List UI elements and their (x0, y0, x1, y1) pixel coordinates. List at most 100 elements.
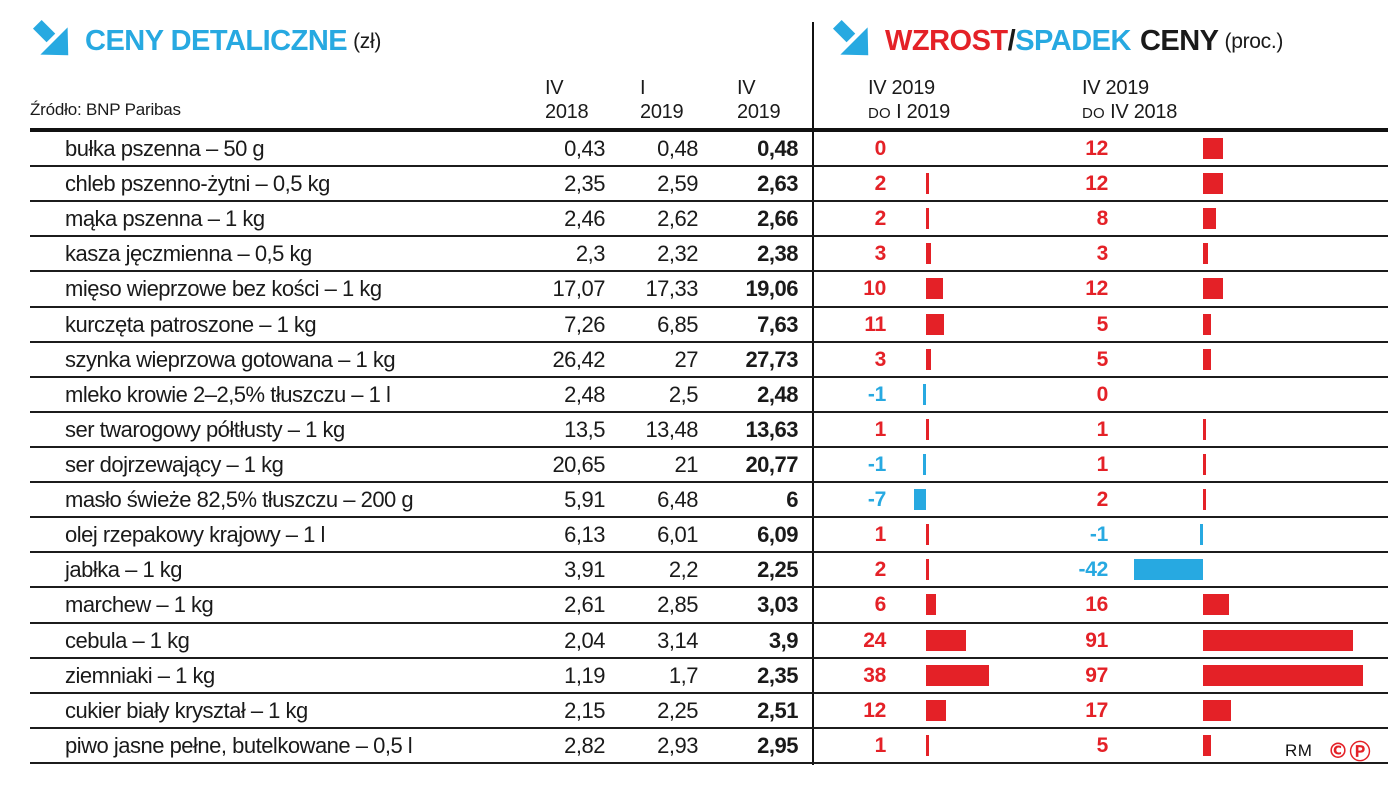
left-title: CENY DETALICZNE (85, 25, 348, 57)
table-row: ser twarogowy półtłusty – 1 kg 13,5 13,48 1… (30, 413, 1388, 448)
price-iv2018: 13,5 (564, 416, 605, 442)
table-row: chleb pszenno-żytni – 0,5 kg 2,35 2,59 2,63… (30, 167, 1388, 203)
change-vs-iv2018: 1 (1096, 417, 1109, 441)
item-label: cebula – 1 kg (65, 627, 190, 653)
table-row: olej rzepakowy krajowy – 1 l 6,13 6,01 6,09… (30, 518, 1388, 554)
price-iv2019: 2,66 (757, 206, 798, 232)
change-vs-i2019: 1 (874, 523, 887, 547)
change-bar-quarter (926, 734, 929, 756)
price-i2019: 2,32 (657, 241, 698, 267)
item-label: ziemniaki – 1 kg (65, 662, 215, 688)
change-bar-quarter (926, 559, 929, 581)
table-row: masło świeże 82,5% tłuszczu – 200 g 5,91 6… (30, 483, 1388, 519)
change-bar-quarter (926, 418, 929, 440)
price-i2019: 2,5 (668, 381, 699, 407)
table-row: cebula – 1 kg 2,04 3,14 3,9 24 91 (30, 624, 1388, 659)
change-vs-iv2018: 12 (1085, 137, 1108, 160)
price-i2019: 2,59 (657, 171, 698, 197)
change-vs-i2019: 3 (874, 347, 887, 371)
price-iv2019: 6 (786, 487, 798, 513)
price-iv2019: 13,63 (745, 416, 798, 442)
table-row: mąka pszenna – 1 kg 2,46 2,62 2,66 2 8 (30, 202, 1388, 238)
table-row: ziemniaki – 1 kg 1,19 1,7 2,35 38 97 (30, 659, 1388, 694)
down-right-arrow-icon (32, 19, 69, 56)
price-iv2019: 2,63 (757, 171, 798, 197)
table-body: bułka pszenna – 50 g 0,43 0,48 0,48 0 12 chleb… (30, 132, 1388, 764)
price-iv2018: 2,3 (575, 241, 606, 267)
price-i2019: 2,2 (668, 557, 699, 583)
price-iv2019: 0,48 (757, 136, 798, 161)
right-title-ceny: CENY (1139, 25, 1219, 57)
change-vs-i2019: 3 (874, 242, 887, 266)
change-vs-iv2018: 3 (1096, 242, 1109, 266)
down-right-arrow-icon (832, 19, 869, 56)
change-vs-i2019: -7 (867, 488, 886, 512)
change-bar-year (1200, 524, 1203, 546)
change-vs-i2019: 6 (874, 593, 887, 617)
change-bar-year (1203, 664, 1363, 686)
price-iv2019: 7,63 (757, 311, 798, 337)
author-initials: RM (1285, 741, 1313, 760)
change-bar-quarter (926, 699, 946, 721)
change-bar-quarter (923, 453, 926, 475)
item-label: ser twarogowy półtłusty – 1 kg (65, 416, 345, 442)
price-iv2018: 2,35 (564, 171, 605, 197)
price-iv2018: 6,13 (564, 522, 605, 548)
price-i2019: 6,48 (657, 487, 698, 513)
price-iv2019: 19,06 (745, 276, 798, 302)
item-label: kurczęta patroszone – 1 kg (65, 311, 317, 337)
price-i2019: 6,01 (657, 522, 698, 548)
table-row: mięso wieprzowe bez kości – 1 kg 17,07 17,… (30, 272, 1388, 308)
price-iv2018: 20,65 (552, 451, 605, 477)
change-vs-iv2018: 12 (1085, 277, 1108, 301)
credit-line: RM © Ⓟ (1285, 736, 1370, 766)
table-row: cukier biały kryształ – 1 kg 2,15 2,25 2,51… (30, 694, 1388, 729)
price-iv2018: 0,43 (564, 136, 605, 161)
change-bar-year (1203, 278, 1223, 300)
change-bar-year (1203, 313, 1211, 335)
price-i2019: 6,85 (657, 311, 698, 337)
change-vs-i2019: -1 (867, 382, 886, 406)
change-bar-year (1203, 594, 1229, 616)
price-iv2019: 6,09 (757, 522, 798, 548)
item-label: mięso wieprzowe bez kości – 1 kg (65, 276, 382, 302)
change-vs-iv2018: 8 (1096, 207, 1109, 231)
change-bar-quarter (926, 629, 966, 651)
item-label: cukier biały kryształ – 1 kg (65, 697, 308, 723)
change-bar-quarter (923, 383, 926, 405)
change-vs-iv2018: 0 (1096, 382, 1109, 406)
item-label: mąka pszenna – 1 kg (65, 206, 265, 232)
price-iv2019: 2,35 (757, 662, 798, 688)
price-i2019: 0,48 (657, 136, 698, 161)
change-vs-iv2018: 12 (1085, 172, 1108, 196)
price-iv2018: 26,42 (552, 346, 605, 372)
price-i2019: 2,93 (657, 732, 698, 758)
press-mark-icon: Ⓟ (1349, 740, 1371, 764)
change-bar-quarter (926, 524, 929, 546)
price-iv2018: 2,46 (564, 206, 605, 232)
change-vs-i2019: 24 (863, 628, 886, 652)
change-bar-year (1203, 173, 1223, 195)
change-vs-iv2018: 1 (1096, 452, 1109, 476)
panel-divider (812, 22, 814, 765)
right-panel-title: WZROST/SPADEK CENY (proc.) (832, 19, 1284, 65)
price-iv2018: 7,26 (564, 311, 605, 337)
change-bar-year (1203, 489, 1206, 511)
change-vs-i2019: 12 (863, 698, 886, 722)
change-vs-iv2018: 5 (1096, 347, 1109, 371)
header-rule (30, 128, 1388, 132)
source-label: Źródło: BNP Paribas (30, 100, 181, 119)
right-title-unit: (proc.) (1224, 30, 1284, 53)
right-title-wzrost: WZROST (885, 25, 1008, 57)
change-bar-year (1203, 418, 1206, 440)
table-row: szynka wieprzowa gotowana – 1 kg 26,42 27 2… (30, 343, 1388, 378)
change-vs-i2019: 2 (874, 207, 887, 231)
table-row: jabłka – 1 kg 3,91 2,2 2,25 2 -42 (30, 553, 1388, 589)
price-iv2019: 27,73 (745, 346, 798, 372)
change-vs-i2019: 11 (864, 312, 886, 336)
price-i2019: 2,85 (657, 592, 698, 618)
right-title-slash: / (1007, 25, 1016, 57)
price-iv2019: 2,38 (757, 241, 798, 267)
item-label: piwo jasne pełne, butelkowane – 0,5 l (65, 732, 413, 758)
